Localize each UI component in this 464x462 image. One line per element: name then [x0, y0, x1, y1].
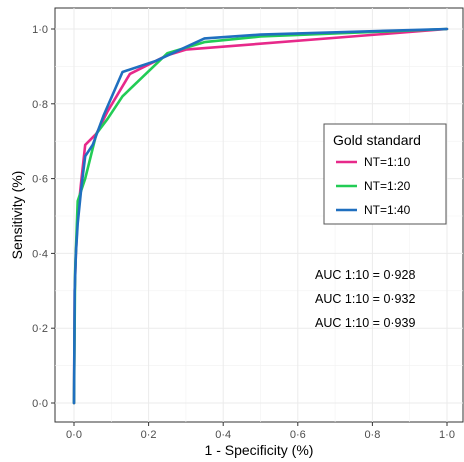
legend-label-2: NT=1:20: [364, 179, 411, 193]
series-line-3: [72, 27, 449, 405]
auc-annotation-1: AUC 1:10 = 0·928: [315, 268, 415, 282]
y-tick-label: 0·0: [32, 398, 48, 410]
legend-label-3: NT=1:40: [364, 203, 411, 217]
auc-annotation-2: AUC 1:10 = 0·932: [315, 292, 415, 306]
y-tick-label: 1·0: [32, 24, 48, 36]
auc-annotation-3: AUC 1:10 = 0·939: [315, 316, 415, 330]
y-tick-label: 0·2: [32, 323, 48, 335]
y-tick-label: 0·4: [32, 248, 48, 260]
x-tick-label: 0·2: [141, 429, 157, 441]
y-axis-title: Sensitivity (%): [9, 171, 25, 260]
y-tick-label: 0·8: [32, 99, 48, 111]
y-tick-label: 0·6: [32, 174, 48, 186]
x-tick-label: 0·8: [364, 429, 380, 441]
x-tick-label: 0·0: [66, 429, 82, 441]
legend-box: [323, 123, 447, 225]
x-tick-label: 1·0: [439, 429, 455, 441]
x-tick-label: 0·4: [215, 429, 231, 441]
x-axis-title: 1 - Specificity (%): [205, 442, 314, 458]
x-tick-label: 0·6: [290, 429, 306, 441]
legend-title: Gold standard: [333, 132, 421, 148]
legend-label-1: NT=1:10: [364, 155, 411, 169]
